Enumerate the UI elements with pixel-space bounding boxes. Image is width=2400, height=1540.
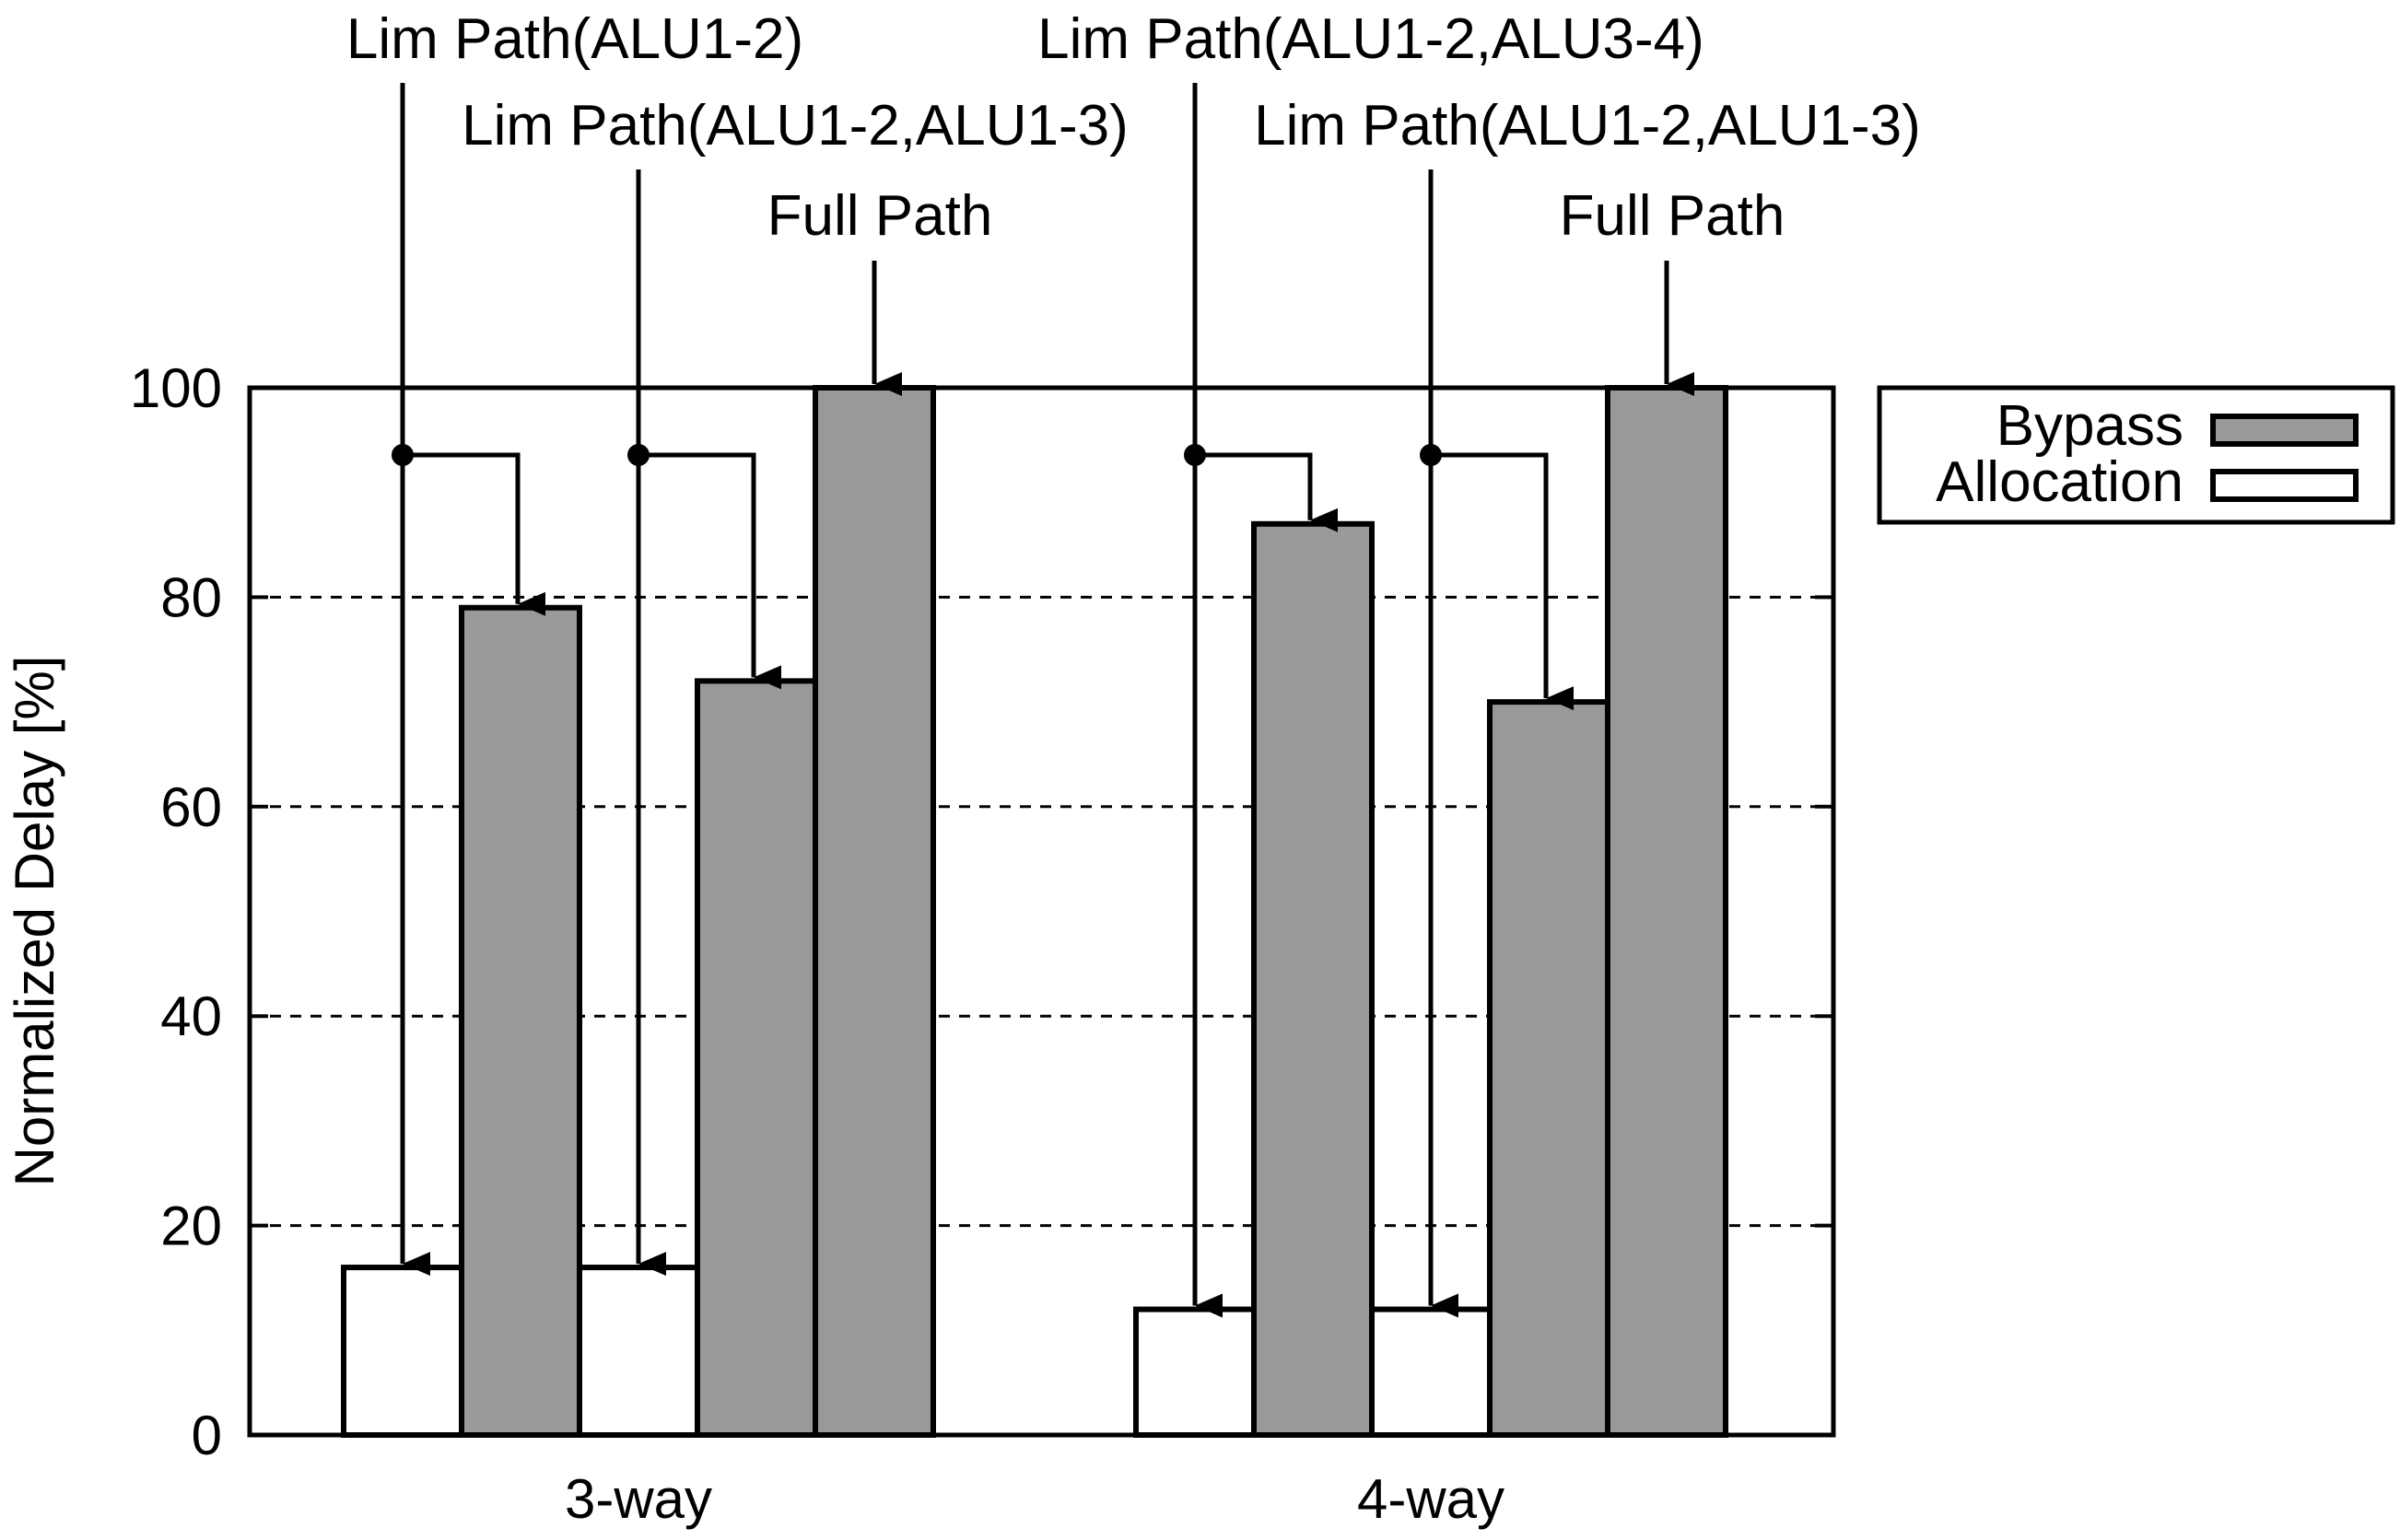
y-axis-label: Normalized Delay [%] [4,656,65,1187]
bypass-bar [1487,699,1610,1438]
bypass-bar [1251,520,1375,1438]
legend-swatch [2210,414,2359,447]
y-tick-label: 100 [130,357,222,419]
y-tick-label: 40 [160,986,222,1047]
legend-swatch [2210,469,2359,502]
bypass-bar [1605,385,1728,1438]
allocation-bar [1369,1306,1493,1439]
bypass-bar [459,604,582,1438]
y-tick-label: 60 [160,776,222,838]
bypass-bar [813,385,936,1438]
allocation-bar [341,1265,464,1438]
x-tick-label: 3-way [565,1468,712,1530]
y-tick-label: 20 [160,1196,222,1257]
legend-label: Bypass [1996,394,2183,458]
annotation-branch-arrow [1431,452,1574,711]
annotation-branch-arrow [1195,452,1338,532]
bars [341,385,1728,1439]
annotation-label: Lim Path(ALU1-2,ALU3-4) [1037,7,1704,71]
annotation-branch-arrow [638,452,781,690]
y-tick-label: 80 [160,566,222,628]
axes: 0 20 40 60 80 100 3-way 4-way [130,357,1836,1530]
annotation-branch-arrow [403,452,545,616]
annotation-label: Full Path [767,184,993,248]
annotation-label: Lim Path(ALU1-2,ALU1-3) [462,94,1129,158]
annotation-label: Lim Path(ALU1-2) [346,7,803,71]
plot-frame [247,385,1836,1438]
annotations: Lim Path(ALU1-2) Lim Path(ALU1-2,ALU1-3) F… [346,7,1921,1318]
annotation-label: Lim Path(ALU1-2,ALU1-3) [1254,94,1921,158]
x-tick-label: 4-way [1357,1468,1504,1530]
allocation-bar [577,1265,700,1438]
annotation-label: Full Path [1560,184,1785,248]
allocation-bar [1133,1306,1257,1439]
bypass-bar [695,678,818,1438]
legend-label: Allocation [1936,450,2183,514]
y-tick-label: 0 [192,1405,222,1466]
